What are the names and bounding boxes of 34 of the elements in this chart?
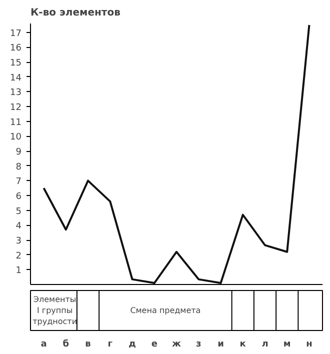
- y-tick-label: 3: [16, 236, 22, 247]
- y-tick-label: 4: [16, 222, 22, 232]
- x-tick-label: л: [262, 340, 268, 350]
- x-tick-label: ж: [172, 340, 182, 350]
- x-tick-label: з: [196, 340, 202, 350]
- x-tick-label: в: [85, 340, 92, 350]
- y-tick-label: 9: [16, 148, 22, 158]
- x-tick-label: е: [151, 340, 158, 350]
- x-tick-label: н: [306, 340, 312, 350]
- text: Смена предмета: [130, 306, 201, 315]
- x-tick-label: б: [62, 338, 70, 350]
- x-tick-label: м: [283, 340, 291, 350]
- y-tick-label: 16: [10, 44, 22, 54]
- text: Элементы I группы трудности: [32, 295, 78, 326]
- y-tick-label: 7: [16, 177, 22, 188]
- y-tick-label: 5: [16, 206, 22, 217]
- y-tick-label: 12: [10, 103, 22, 114]
- x-tick-label: а: [40, 340, 47, 350]
- y-tick-label: 10: [10, 132, 22, 143]
- line-series: [42, 24, 310, 284]
- x-tick-label: г: [108, 340, 113, 350]
- x-tick-label: к: [240, 340, 246, 350]
- y-tick-label: 1: [16, 266, 22, 276]
- y-tick-label: 8: [16, 162, 22, 172]
- y-tick-label: 6: [16, 192, 22, 202]
- y-tick-label: 15: [10, 58, 22, 69]
- y-axis-title: К-во элементов: [30, 8, 120, 18]
- y-tick-label: 11: [10, 118, 22, 128]
- y-tick-label: 2: [16, 251, 22, 262]
- x-tick-label: д: [128, 340, 136, 350]
- y-tick-label: 14: [10, 73, 22, 84]
- x-tick-label: и: [218, 340, 224, 350]
- y-tick-label: 17: [10, 28, 22, 39]
- y-tick-label: 13: [10, 88, 22, 98]
